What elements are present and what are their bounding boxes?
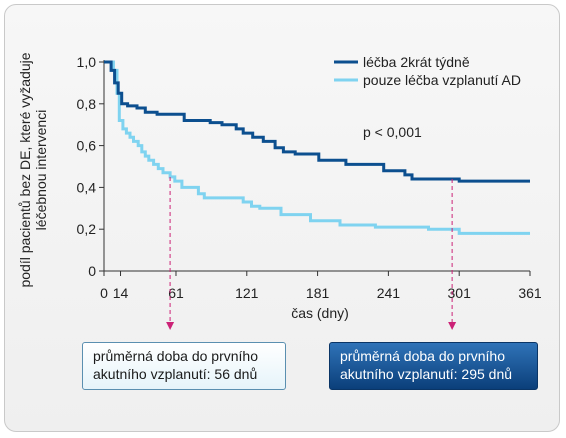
y-tick-label: 0,8 [77,96,97,112]
x-tick-label: 121 [235,285,259,301]
x-tick-label: 181 [306,285,330,301]
svg-text:léčebnou intervenci: léčebnou intervenci [33,110,49,231]
annotation-line-1: průměrná doba do prvního [340,348,505,364]
annotation-box-twice-weekly: průměrná doba do prvního akutního vzplan… [329,342,538,390]
y-tick-label: 0,6 [77,138,97,154]
y-tick-label: 0,2 [77,221,97,237]
annotation-line-2: akutního vzplanutí: 56 dnů [93,366,258,382]
x-axis-label: čas (dny) [291,305,349,321]
y-tick-label: 0,4 [77,179,97,195]
x-tick-label: 361 [518,285,542,301]
annotation-line-2: akutního vzplanutí: 295 dnů [340,366,513,382]
y-axis-label: podíl pacientů bez DE, které vyžaduje lé… [17,52,49,287]
p-value-label: p < 0,001 [363,124,422,140]
series-line-flare-only [104,60,530,235]
y-tick-label: 0 [88,263,96,279]
x-tick-label: 301 [448,285,472,301]
x-tick-label: 241 [377,285,401,301]
legend-label: pouze léčba vzplanutí AD [363,72,521,88]
x-tick-label: 14 [113,285,129,301]
annotation-arrow-head [448,322,457,330]
annotation-box-flare-only: průměrná doba do prvního akutního vzplan… [82,342,286,390]
x-tick-label: 61 [168,285,184,301]
svg-text:podíl pacientů bez DE, které v: podíl pacientů bez DE, které vyžaduje [17,52,33,287]
annotation-arrow-head [166,322,175,330]
legend-label: léčba 2krát týdně [363,54,470,70]
y-tick-label: 1,0 [77,54,97,70]
series-line-twice-weekly [104,60,530,183]
annotation-line-1: průměrná doba do prvního [93,348,258,364]
x-tick-label: 0 [100,285,108,301]
